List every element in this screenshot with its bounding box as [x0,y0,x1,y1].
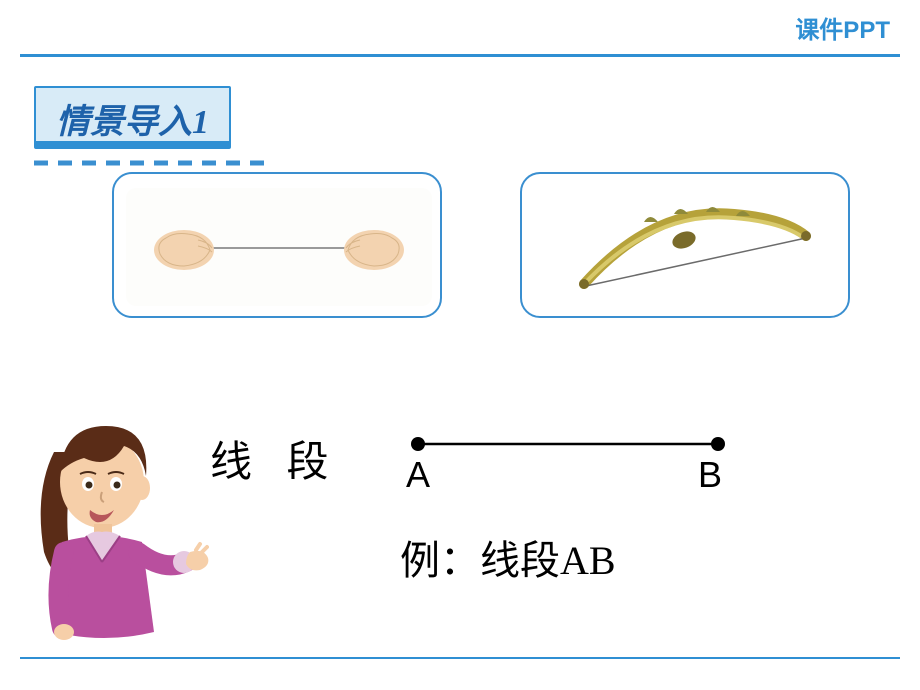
segment-example: 例：线段AB [400,528,616,586]
right-hand-icon [344,230,404,270]
slide: 课件PPT 情景导入1 [0,0,920,690]
title-dashes [34,150,274,173]
header-ppt-label: 课件PPT [795,10,890,45]
bottom-rule [20,646,900,648]
segment-line [408,434,708,446]
teacher-illustration [14,412,209,642]
image-card-string [112,172,442,318]
point-b-label: B [698,454,722,496]
point-a-label: A [406,454,430,496]
left-hand-icon [154,230,214,270]
top-rule [20,44,900,47]
segment-word: 线 段 [210,428,341,489]
image-card-bow [520,172,850,318]
title-underline [34,138,230,148]
